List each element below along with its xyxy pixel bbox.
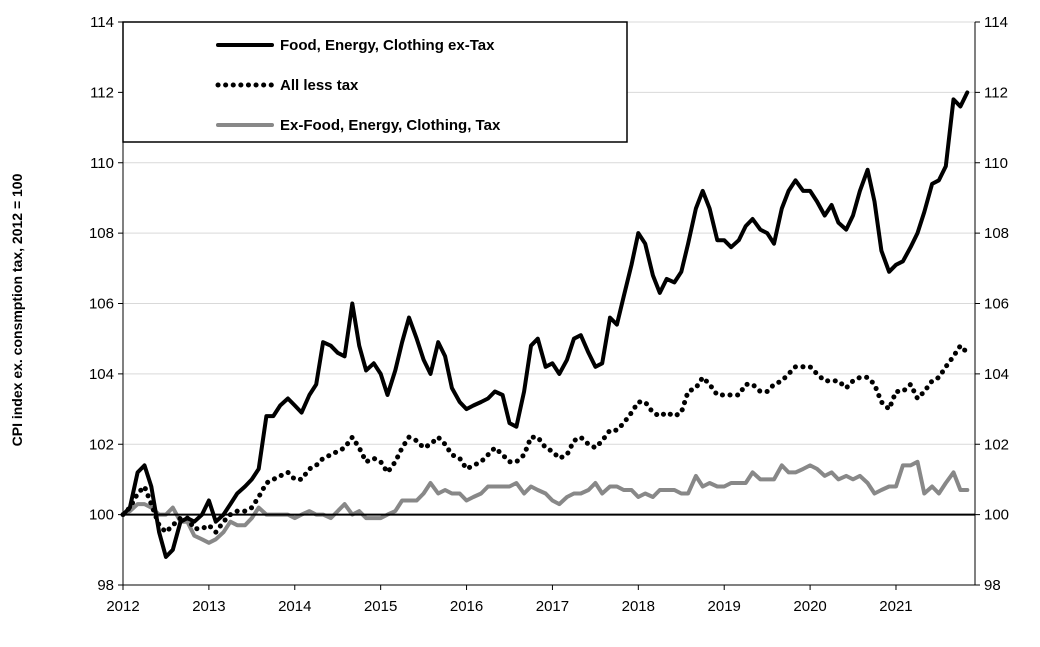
x-tick-label: 2018 (622, 598, 655, 615)
y-tick-label-right: 110 (984, 155, 1008, 172)
x-tick-label: 2017 (536, 598, 569, 615)
series-line-0 (121, 90, 970, 559)
y-tick-label-right: 114 (984, 14, 1008, 31)
y-tick-label-left: 100 (89, 507, 114, 524)
y-tick-label-right: 98 (984, 577, 1001, 594)
x-tick-label: 2021 (879, 598, 912, 615)
x-tick-label: 2014 (278, 598, 311, 615)
y-axis-label: CPI index ex. consmption tax, 2012 = 100 (9, 173, 25, 446)
y-tick-label-left: 104 (89, 366, 114, 383)
legend-label-1: All less tax (280, 77, 359, 94)
legend: Food, Energy, Clothing ex-Tax All less ta… (122, 21, 628, 143)
x-tick-label: 2013 (192, 598, 225, 615)
y-tick-label-left: 106 (89, 296, 114, 313)
legend-box (122, 21, 628, 143)
y-tick-label-right: 106 (984, 296, 1009, 313)
y-tick-label-left: 108 (89, 225, 114, 242)
y-tick-label-left: 102 (89, 436, 114, 453)
x-tick-label: 2015 (364, 598, 397, 615)
legend-label-2: Ex-Food, Energy, Clothing, Tax (280, 117, 501, 134)
y-tick-label-left: 110 (90, 155, 114, 172)
x-tick-label: 2012 (106, 598, 139, 615)
y-tick-label-left: 114 (90, 14, 114, 31)
y-tick-label-left: 112 (90, 84, 114, 101)
axes: 98 98 100 100 102 102 104 104 106 106 108 108 110 110… (89, 14, 1009, 615)
y-tick-label-left: 98 (97, 577, 114, 594)
y-tick-label-right: 100 (984, 507, 1009, 524)
series-line-2 (121, 459, 970, 545)
legend-label-0: Food, Energy, Clothing ex-Tax (280, 37, 495, 54)
series-group (120, 90, 970, 559)
y-tick-label-right: 104 (984, 366, 1009, 383)
x-tick-label: 2016 (450, 598, 483, 615)
y-tick-label-right: 108 (984, 225, 1009, 242)
x-tick-label: 2020 (793, 598, 826, 615)
y-tick-label-right: 102 (984, 436, 1009, 453)
x-tick-label: 2019 (708, 598, 741, 615)
y-tick-label-right: 112 (984, 84, 1008, 101)
series-line-1 (120, 343, 970, 535)
